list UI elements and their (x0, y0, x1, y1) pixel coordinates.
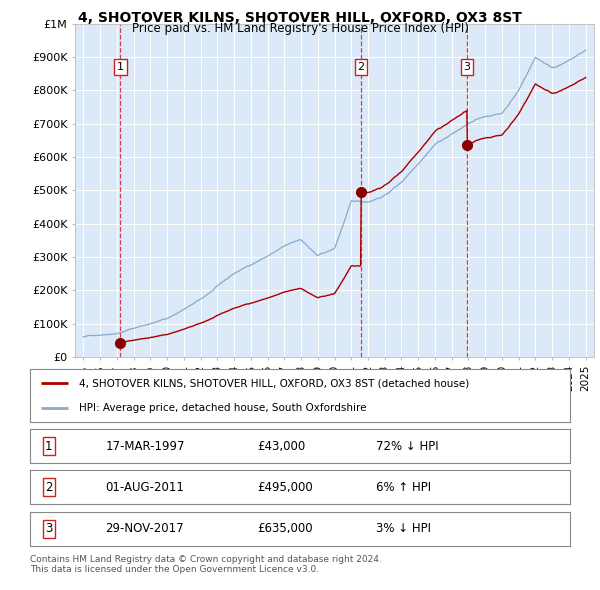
Text: 3: 3 (45, 522, 53, 535)
Text: 4, SHOTOVER KILNS, SHOTOVER HILL, OXFORD, OX3 8ST: 4, SHOTOVER KILNS, SHOTOVER HILL, OXFORD… (78, 11, 522, 25)
Text: Price paid vs. HM Land Registry's House Price Index (HPI): Price paid vs. HM Land Registry's House … (131, 22, 469, 35)
Text: HPI: Average price, detached house, South Oxfordshire: HPI: Average price, detached house, Sout… (79, 402, 366, 412)
Text: 1: 1 (117, 62, 124, 72)
Text: 4, SHOTOVER KILNS, SHOTOVER HILL, OXFORD, OX3 8ST (detached house): 4, SHOTOVER KILNS, SHOTOVER HILL, OXFORD… (79, 378, 469, 388)
Text: 3: 3 (463, 62, 470, 72)
Text: 2: 2 (45, 481, 53, 494)
Text: Contains HM Land Registry data © Crown copyright and database right 2024.
This d: Contains HM Land Registry data © Crown c… (30, 555, 382, 574)
Text: 2: 2 (358, 62, 365, 72)
Text: 29-NOV-2017: 29-NOV-2017 (106, 522, 184, 535)
Text: 01-AUG-2011: 01-AUG-2011 (106, 481, 184, 494)
Text: 6% ↑ HPI: 6% ↑ HPI (376, 481, 431, 494)
Text: 3% ↓ HPI: 3% ↓ HPI (376, 522, 431, 535)
Text: £635,000: £635,000 (257, 522, 313, 535)
Text: 17-MAR-1997: 17-MAR-1997 (106, 440, 185, 453)
Text: 72% ↓ HPI: 72% ↓ HPI (376, 440, 438, 453)
Text: 1: 1 (45, 440, 53, 453)
Text: £495,000: £495,000 (257, 481, 313, 494)
Text: £43,000: £43,000 (257, 440, 305, 453)
